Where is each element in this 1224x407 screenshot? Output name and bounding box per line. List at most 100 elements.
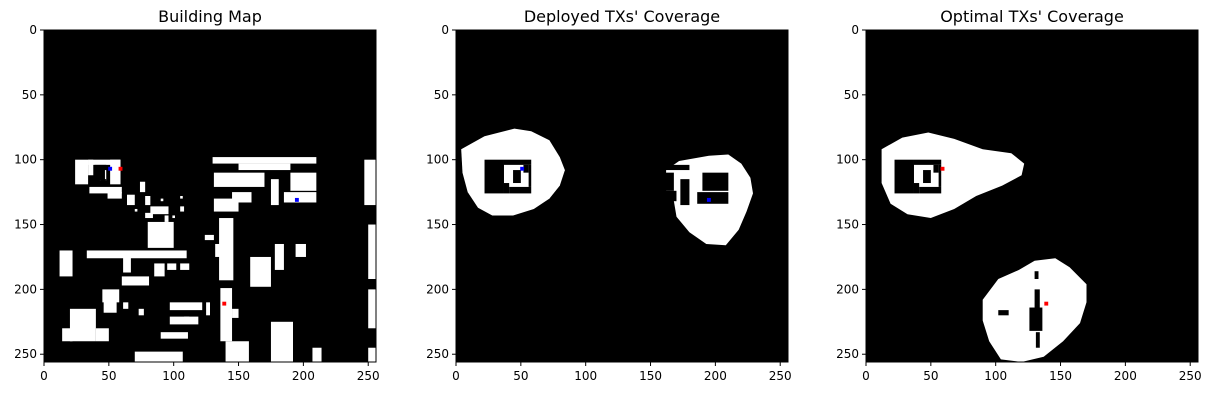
y-tick-label: 150 [14,218,37,232]
building-cell [225,341,249,362]
building-cell [62,328,73,342]
x-tick-label: 0 [40,369,48,383]
building-cell [290,172,317,191]
building-cell [123,302,129,309]
panel-title: Optimal TXs' Coverage [940,7,1124,26]
building-cell [123,255,131,273]
building-cell [283,192,317,203]
obstacle-cell [923,170,931,184]
building-cell [164,215,169,222]
x-tick-label: 150 [639,369,662,383]
x-tick-label: 100 [574,369,597,383]
panel-building-map: Building Map 0 50 100 150 200 250050100150200… [14,7,380,383]
obstacle-cell [509,186,532,194]
obstacle-cell [94,164,107,169]
building-cell [180,206,185,212]
building-cell [204,234,214,241]
building-cell [368,289,376,329]
building-cell [213,198,239,212]
building-cell [121,276,150,286]
building-cell [75,159,89,185]
building-cell [364,159,376,206]
obstacle-cell [513,170,521,184]
building-cell [88,159,121,165]
x-tick-label: 0 [452,369,460,383]
y-tick-label: 150 [426,218,449,232]
obstacle-cell [650,190,677,202]
obstacle-cell [913,183,920,194]
panel-deployed-coverage: Deployed TXs' Coverage 0 50 100 150 200 25005… [426,7,792,383]
building-cell [145,196,151,206]
obstacle-cell [101,179,107,181]
obstacle-cell [1034,271,1039,279]
x-tick-label: 100 [162,369,185,383]
y-tick-label: 50 [844,88,859,102]
obstacle-cell [919,186,942,194]
obstacle-cell [523,164,529,173]
building-cell [138,308,144,316]
y-tick-label: 0 [851,23,859,37]
building-cell [274,243,284,270]
building-cell [160,198,164,202]
y-tick-label: 200 [14,282,37,296]
obstacle-cell [998,310,1009,316]
coverage-region [881,132,1025,218]
obstacle-cell [1035,332,1040,348]
axes-frame [455,29,789,363]
y-tick-label: 100 [14,153,37,167]
building-cell [69,308,96,342]
obstacle-cell [702,172,729,191]
y-tick-label: 0 [441,23,449,37]
x-tick-label: 100 [984,369,1007,383]
obstacle-cell [938,164,942,187]
obstacle-cell [1034,289,1040,311]
obstacle-cell [680,179,690,206]
building-cell [127,194,135,206]
tx-marker [118,166,123,171]
building-cell [295,243,306,257]
building-cell [95,328,109,342]
building-cell [206,302,210,316]
tx-marker [222,301,227,306]
building-cell [212,157,317,164]
x-tick-label: 150 [1049,369,1072,383]
building-cell [103,301,117,313]
obstacle-cell [94,168,105,181]
obstacle-cell [697,192,729,204]
axes-frame [865,29,1199,363]
building-cell [180,263,190,270]
building-cell [368,224,376,279]
coverage-region [461,128,565,216]
building-cell [180,196,183,199]
y-tick-label: 100 [836,153,859,167]
obstacle-cell [503,183,510,194]
y-tick-label: 200 [426,282,449,296]
obstacle-cell [1029,307,1043,331]
obstacle-cell [913,159,942,165]
x-tick-label: 200 [1114,369,1137,383]
building-cell [88,159,94,176]
x-tick-label: 250 [1179,369,1202,383]
tx-marker [940,166,945,171]
obstacle-cell [894,159,914,194]
building-cell [172,215,175,219]
x-tick-label: 150 [227,369,250,383]
tx-marker [1044,301,1049,306]
building-cell [220,288,233,342]
y-tick-label: 200 [836,282,859,296]
building-cell [145,212,153,219]
building-cell [59,250,73,277]
building-cell [232,192,252,203]
x-tick-label: 200 [704,369,727,383]
building-cell [169,302,203,311]
x-tick-label: 0 [862,369,870,383]
building-cell [154,263,165,277]
x-tick-label: 50 [923,369,938,383]
x-tick-label: 50 [513,369,528,383]
x-tick-label: 250 [357,369,380,383]
building-cell [270,179,279,206]
building-cell [89,186,122,194]
building-cell [134,351,183,362]
building-cell [150,206,169,215]
